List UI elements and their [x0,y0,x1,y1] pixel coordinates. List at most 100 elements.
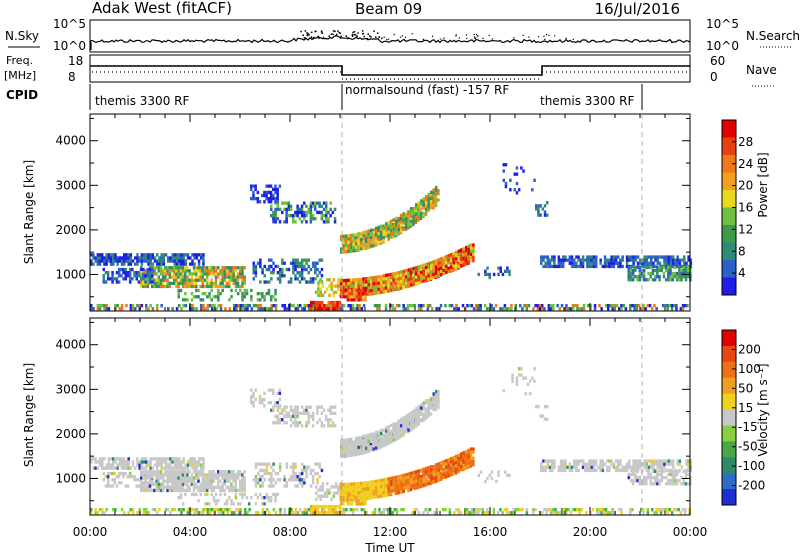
heatmap-cell [160,460,163,464]
heatmap-cell [578,508,581,512]
heatmap-cell [274,200,277,204]
heatmap-cell [296,424,299,428]
heatmap-cell [201,275,205,279]
heatmap-cell [541,307,544,311]
heatmap-cell [210,476,213,480]
heatmap-cell [440,467,443,471]
heatmap-cell [367,437,370,441]
heatmap-cell [167,259,170,263]
heatmap-cell [337,281,340,285]
heatmap-cell [254,465,258,469]
heatmap-cell [305,204,308,208]
heatmap-cell [362,286,365,290]
heatmap-cell [377,442,380,446]
heatmap-cell [325,207,328,211]
heatmap-cell [125,304,128,308]
heatmap-cell [148,471,152,476]
heatmap-cell [412,415,415,419]
heatmap-cell [412,208,415,212]
heatmap-cell [638,275,641,279]
heatmap-cell [609,304,612,308]
heatmap-cell [289,280,293,284]
heatmap-cell [294,261,297,265]
colorbar-tick-label: 28 [738,135,753,149]
heatmap-cell [682,265,685,269]
heatmap-cell [224,307,227,311]
heatmap-cell [670,304,674,308]
heatmap-cell [272,405,275,409]
heatmap-cell [390,433,393,437]
heatmap-cell [646,508,650,512]
heatmap-cell [173,275,176,279]
heatmap-cell [170,473,174,477]
heatmap-cell [492,272,496,277]
heatmap-cell [350,482,353,486]
heatmap-cell [197,473,200,477]
heatmap-cell [329,405,332,409]
heatmap-cell [307,421,310,425]
heatmap-cell [598,508,601,512]
heatmap-cell [516,508,520,512]
heatmap-cell [385,234,388,238]
heatmap-cell [131,508,135,512]
heatmap-cell [532,511,535,515]
heatmap-cell [392,434,395,439]
heatmap-cell [243,488,246,493]
heatmap-cell [435,192,438,196]
heatmap-cell [556,511,559,515]
heatmap-cell [92,256,95,260]
heatmap-cell [400,433,403,437]
heatmap-cell [332,278,336,282]
heatmap-cell [355,436,358,441]
heatmap-cell [123,511,126,515]
heatmap-cell [294,418,297,422]
heatmap-cell [457,255,460,260]
heatmap-cell [360,244,363,248]
heatmap-cell [129,304,133,308]
heatmap-cell [338,300,342,305]
heatmap-cell [256,471,260,476]
heatmap-cell [96,511,100,515]
heatmap-cell [343,304,346,308]
heatmap-cell [148,470,152,474]
heatmap-cell [360,247,363,251]
heatmap-cell [162,259,166,263]
heatmap-cell [184,304,188,308]
heatmap-cell [410,283,413,287]
heatmap-cell [345,237,348,241]
heatmap-cell [412,273,415,277]
heatmap-cell [410,270,413,274]
heatmap-cell [437,393,440,397]
heatmap-cell [673,265,677,269]
heatmap-cell [310,307,313,311]
nsky-dot [366,37,369,40]
heatmap-cell [265,280,269,284]
heatmap-cell [254,478,258,482]
heatmap-cell [92,457,95,461]
heatmap-cell [276,414,280,419]
heatmap-cell [106,274,110,278]
heatmap-cell [432,476,435,480]
heatmap-cell [348,292,352,296]
heatmap-cell [175,479,178,483]
heatmap-cell [432,191,435,195]
heatmap-cell [226,511,229,515]
heatmap-cell [362,487,365,491]
heatmap-cell [267,267,271,272]
heatmap-cell [372,434,375,439]
heatmap-cell [462,253,465,257]
heatmap-cell [536,307,540,311]
heatmap-cell [274,207,277,211]
heatmap-cell [350,246,353,250]
heatmap-cell [321,300,324,305]
heatmap-cell [509,188,512,192]
heatmap-cell [203,488,207,493]
heatmap-cell [340,448,343,452]
heatmap-cell [560,511,564,515]
heatmap-cell [342,454,345,458]
heatmap-cell [435,405,438,409]
heatmap-cell [553,255,556,259]
heatmap-cell [233,307,236,311]
heatmap-cell [334,284,338,288]
heatmap-cell [357,242,360,246]
